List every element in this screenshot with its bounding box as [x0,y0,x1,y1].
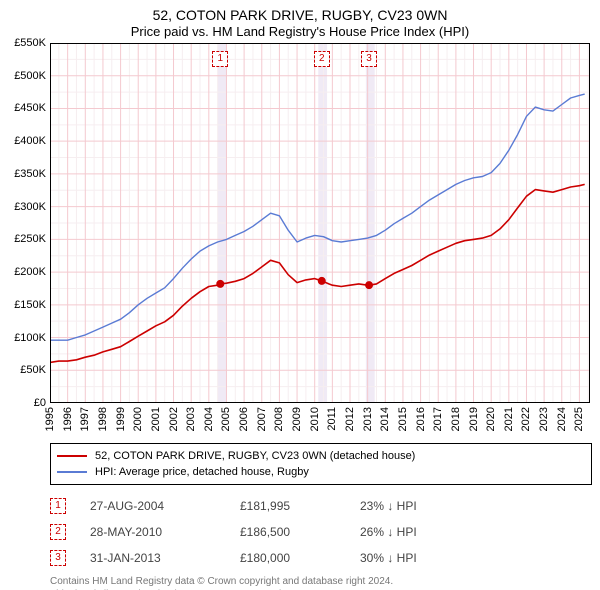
chart-area: £0£50K£100K£150K£200K£250K£300K£350K£400… [50,43,590,403]
x-tick-label: 2011 [326,407,338,431]
x-tick-label: 2012 [344,407,356,431]
sale-row: 3 31-JAN-2013£180,00030% ↓ HPI [50,545,578,571]
footer-attribution: Contains HM Land Registry data © Crown c… [50,575,578,590]
x-tick-label: 2006 [238,407,250,431]
x-tick-label: 2003 [185,407,197,431]
sale-delta: 26% ↓ HPI [360,525,480,539]
x-tick-label: 1996 [62,407,74,431]
y-tick-label: £550K [2,37,46,49]
sale-price: £186,500 [240,525,360,539]
legend-box: 52, COTON PARK DRIVE, RUGBY, CV23 0WN (d… [50,443,592,485]
x-tick-label: 2018 [450,407,462,431]
x-tick-label: 2016 [415,407,427,431]
y-tick-label: £200K [2,266,46,278]
sale-date: 27-AUG-2004 [90,499,240,513]
x-tick-label: 2022 [520,407,532,431]
sale-price: £181,995 [240,499,360,513]
footer-line-1: Contains HM Land Registry data © Crown c… [50,575,578,588]
y-tick-label: £350K [2,168,46,180]
y-tick-label: £0 [2,397,46,409]
x-tick-label: 2013 [362,407,374,431]
sale-row: 1 27-AUG-2004£181,99523% ↓ HPI [50,493,578,519]
sale-row: 2 28-MAY-2010£186,50026% ↓ HPI [50,519,578,545]
x-tick-label: 1998 [97,407,109,431]
x-tick-label: 2021 [503,407,515,431]
legend-label: 52, COTON PARK DRIVE, RUGBY, CV23 0WN (d… [95,450,415,462]
figure-subtitle: Price paid vs. HM Land Registry's House … [0,24,600,43]
x-tick-label: 2025 [573,407,585,431]
x-tick-label: 2009 [291,407,303,431]
y-tick-label: £400K [2,135,46,147]
x-tick-label: 2007 [256,407,268,431]
y-tick-label: £100K [2,332,46,344]
sale-marker-box: 3 [361,51,377,67]
y-tick-label: £500K [2,70,46,82]
sale-index-box: 2 [50,524,66,540]
figure-title: 52, COTON PARK DRIVE, RUGBY, CV23 0WN [0,0,600,24]
sale-index-box: 3 [50,550,66,566]
y-tick-label: £50K [2,364,46,376]
y-tick-label: £250K [2,233,46,245]
sale-delta: 23% ↓ HPI [360,499,480,513]
x-tick-label: 2008 [273,407,285,431]
x-tick-label: 2002 [168,407,180,431]
sale-date: 31-JAN-2013 [90,551,240,565]
y-tick-label: £300K [2,201,46,213]
sale-delta: 30% ↓ HPI [360,551,480,565]
legend-row: HPI: Average price, detached house, Rugb… [57,464,585,480]
x-tick-label: 2020 [485,407,497,431]
x-tick-label: 2019 [468,407,480,431]
figure-container: 52, COTON PARK DRIVE, RUGBY, CV23 0WN Pr… [0,0,600,590]
x-tick-label: 2005 [220,407,232,431]
legend-swatch [57,471,87,473]
x-tick-label: 2004 [203,407,215,431]
x-tick-label: 1997 [79,407,91,431]
legend-label: HPI: Average price, detached house, Rugb… [95,466,309,478]
y-tick-label: £450K [2,102,46,114]
x-tick-label: 2000 [132,407,144,431]
legend-swatch [57,455,87,457]
sale-marker-box: 2 [314,51,330,67]
sale-marker-box: 1 [212,51,228,67]
x-tick-label: 2001 [150,407,162,431]
x-tick-label: 2015 [397,407,409,431]
x-tick-label: 2010 [309,407,321,431]
x-tick-label: 1999 [115,407,127,431]
x-tick-label: 2017 [432,407,444,431]
sale-index-box: 1 [50,498,66,514]
x-tick-label: 2023 [538,407,550,431]
chart-svg [50,43,590,403]
sale-price: £180,000 [240,551,360,565]
x-tick-label: 2014 [379,407,391,431]
y-tick-label: £150K [2,299,46,311]
x-tick-label: 2024 [556,407,568,431]
sale-date: 28-MAY-2010 [90,525,240,539]
legend-row: 52, COTON PARK DRIVE, RUGBY, CV23 0WN (d… [57,448,585,464]
x-tick-label: 1995 [44,407,56,431]
sales-table: 1 27-AUG-2004£181,99523% ↓ HPI 2 28-MAY-201… [50,493,578,571]
